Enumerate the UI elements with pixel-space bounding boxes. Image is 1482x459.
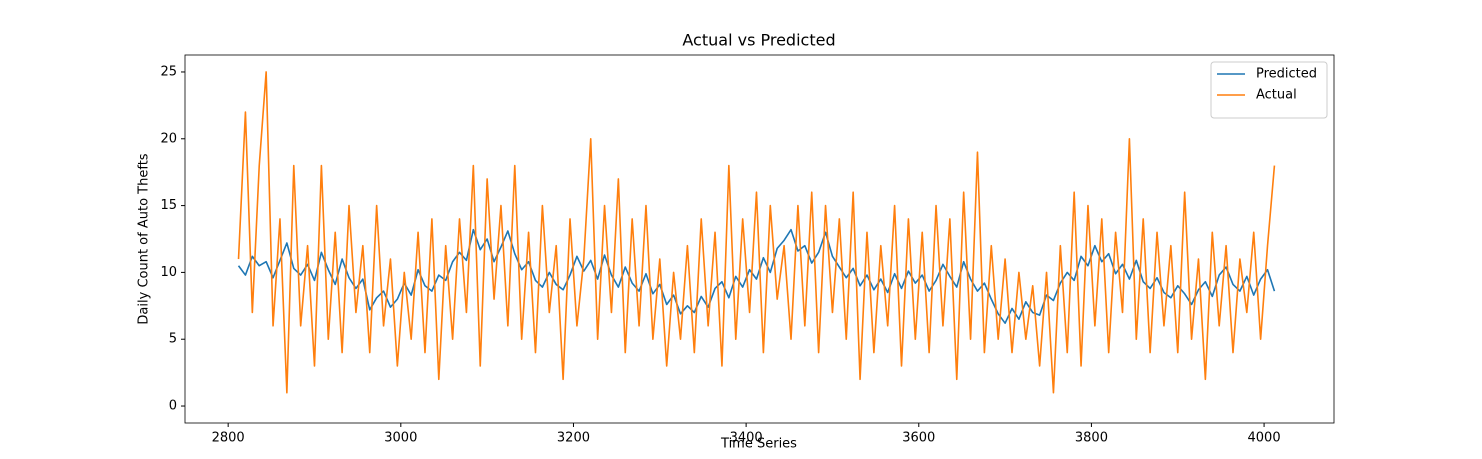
series-line: [237, 71, 1276, 394]
x-tick-label: 3000: [384, 431, 417, 446]
legend-box: [1210, 61, 1328, 119]
y-tick-label: 10: [160, 265, 177, 280]
chart-title: Actual vs Predicted: [682, 31, 835, 50]
x-tick-label: 3200: [557, 431, 590, 446]
x-tick-label: 3400: [730, 431, 763, 446]
legend-label: Predicted: [1256, 67, 1317, 82]
x-axis-label: Time Series: [720, 437, 797, 452]
legend-label: Actual: [1256, 88, 1297, 103]
x-tick-label: 3800: [1075, 431, 1108, 446]
y-axis-label: Daily Count of Auto Thefts: [137, 153, 152, 324]
y-tick-label: 25: [160, 64, 177, 79]
x-tick-label: 3600: [902, 431, 935, 446]
y-tick-label: 15: [160, 198, 177, 213]
y-tick-label: 5: [169, 332, 177, 347]
series-line: [237, 228, 1276, 324]
y-tick-label: 0: [169, 399, 177, 414]
y-tick-label: 20: [160, 131, 177, 146]
x-tick-label: 4000: [1248, 431, 1281, 446]
plot-frame: [184, 54, 1335, 424]
x-tick-label: 2800: [212, 431, 245, 446]
